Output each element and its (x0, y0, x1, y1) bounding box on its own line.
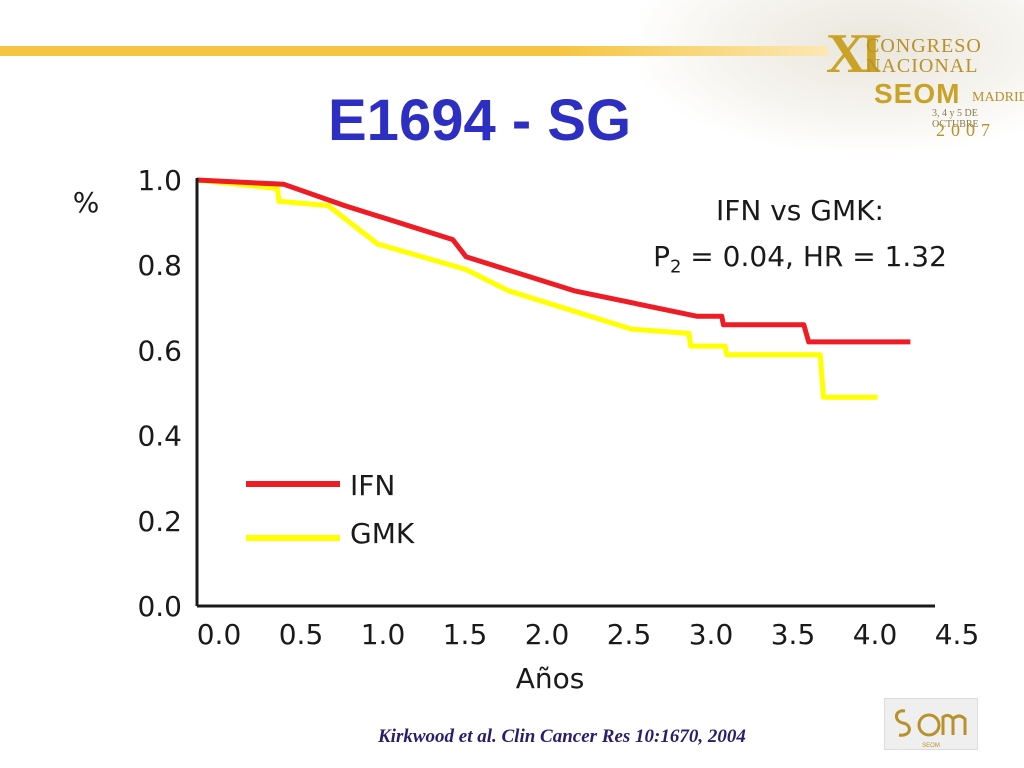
series-line-ifn (196, 177, 911, 345)
x-tick-label: 0.0 (197, 618, 242, 651)
congress-city: MADRID (972, 90, 1024, 105)
stat-p-subscript: 2 (669, 256, 682, 278)
congress-brand: SEOM (874, 78, 961, 109)
accent-band-fade (560, 46, 828, 56)
legend: IFN GMK (246, 469, 415, 550)
seom-logo-text: SEOM (922, 743, 940, 749)
y-tick-label: 0.0 (137, 590, 182, 623)
seom-logo-mark: SEOM (895, 709, 967, 749)
slide-title: E1694 - SG (328, 88, 632, 153)
stat-p-hr: = 0.04, HR = 1.32 (681, 240, 947, 273)
x-tick-label: 1.5 (443, 618, 488, 651)
y-axis-label: % (73, 186, 100, 219)
x-tick-label: 4.0 (853, 618, 898, 651)
congress-logo: XI CONGRESO NACIONAL SEOM MADRID 3, 4 y … (820, 22, 1024, 142)
x-axis-label: Años (516, 662, 585, 695)
congress-line1: CONGRESO (866, 35, 982, 57)
accent-band (0, 46, 828, 56)
stat-p-label: P (653, 240, 670, 273)
x-tick-label: 1.0 (361, 618, 406, 651)
y-tick-label: 0.2 (137, 505, 182, 538)
congress-line2: NACIONAL (866, 55, 979, 77)
congress-year: 2007 (936, 120, 996, 140)
legend-label-gmk: GMK (350, 517, 415, 550)
y-tick-label: 1.0 (137, 164, 182, 197)
x-tick-label: 3.5 (771, 618, 816, 651)
x-tick-label: 0.5 (279, 618, 324, 651)
y-tick-label: 0.4 (137, 420, 182, 453)
congress-roman-numeral: XI (826, 23, 882, 85)
y-tick-label: 0.6 (137, 334, 182, 367)
citation: Kirkwood et al. Clin Cancer Res 10:1670,… (378, 726, 746, 747)
x-tick-labels: 0.0 0.5 1.0 1.5 2.0 2.5 3.0 3.5 4.0 4.5 (197, 618, 980, 651)
series-line-gmk (196, 177, 878, 400)
x-tick-label: 4.5 (935, 618, 980, 651)
stat-values: P2 = 0.04, HR = 1.32 (600, 240, 1000, 278)
x-tick-label: 2.0 (525, 618, 570, 651)
x-tick-label: 2.5 (607, 618, 652, 651)
legend-label-ifn: IFN (350, 469, 395, 502)
y-tick-label: 0.8 (137, 249, 182, 282)
header-photo-background (640, 0, 1024, 150)
x-tick-label: 3.0 (689, 618, 734, 651)
congress-dates: 3, 4 y 5 DE OCTUBRE (932, 108, 979, 130)
stat-comparison: IFN vs GMK: (716, 194, 884, 227)
seom-society-logo: SEOM (884, 698, 978, 750)
y-tick-labels: 0.0 0.2 0.4 0.6 0.8 1.0 (137, 164, 182, 623)
series-layer (196, 177, 911, 400)
